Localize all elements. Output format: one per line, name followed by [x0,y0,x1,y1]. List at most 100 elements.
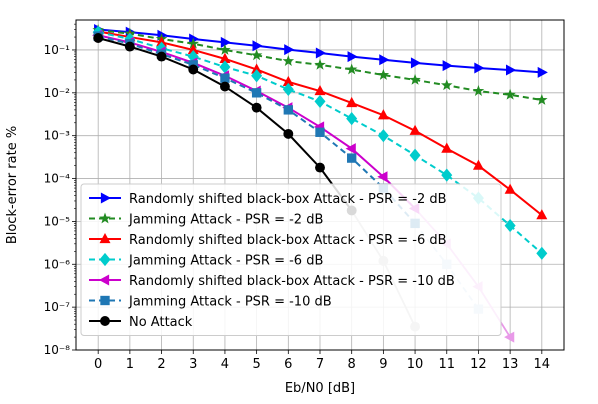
x-tick-label: 4 [221,357,229,372]
data-point [100,192,112,204]
data-point [441,142,453,153]
data-point [536,93,548,105]
data-point [474,62,485,74]
legend-label: No Attack [129,315,193,330]
data-point [283,105,293,115]
data-point [379,54,390,66]
data-point [99,252,111,267]
y-tick-label: 10⁻⁵ [44,214,71,228]
y-tick-label: 10⁻⁸ [44,343,71,357]
legend-label: Jamming Attack - PSR = -10 dB [128,295,332,310]
data-point [219,60,231,74]
x-tick-label: 7 [316,357,324,372]
x-axis-ticks: 0 1 2 3 4 5 6 7 8 9 10 11 12 13 14 [94,350,550,372]
data-point [346,96,358,108]
series-randomly-shifted-black-box-attack-psr-6-db [92,25,548,220]
data-point [314,58,326,70]
legend: Randomly shifted black-box Attack - PSR … [80,183,502,336]
data-point [282,75,294,87]
data-point [219,81,230,92]
data-point [282,55,295,66]
data-point [99,212,111,224]
legend-label: Randomly shifted black-box Attack - PSR … [129,192,447,207]
data-point [377,171,388,183]
x-tick-label: 14 [534,357,551,372]
y-tick-label: 10⁻² [44,86,71,100]
data-point [345,143,356,155]
y-tick-label: 10⁻¹ [44,43,71,57]
data-point [409,124,421,135]
data-point [99,232,111,244]
y-tick-label: 10⁻³ [44,129,71,143]
data-point [377,68,390,80]
data-point [187,49,199,64]
legend-box [80,183,502,336]
data-point [472,85,485,96]
data-point [124,32,136,46]
data-point [251,102,262,113]
data-point [347,51,358,63]
data-point [409,73,421,85]
data-point [536,246,548,260]
y-tick-label: 10⁻⁶ [44,257,71,271]
data-point [504,218,516,233]
data-point [314,84,326,96]
data-point [282,82,294,97]
x-tick-label: 3 [189,357,197,372]
x-tick-label: 8 [348,357,356,372]
data-point [442,60,453,72]
data-point [506,64,517,76]
x-tick-label: 12 [470,357,487,372]
data-point [283,128,294,139]
data-point [441,168,453,182]
data-point [315,162,325,173]
x-axis-label: Eb/N0 [dB] [285,381,355,396]
data-point [100,295,110,306]
data-point [315,47,327,59]
y-axis-ticks: 10⁻⁸ 10⁻⁷ 10⁻⁶ 10⁻⁵ 10⁻⁴ 10⁻³ 10⁻² 10⁻¹ [44,23,76,357]
data-point [284,44,295,56]
y-tick-label: 10⁻⁷ [44,300,71,314]
data-point [410,57,422,69]
data-point [98,274,110,286]
data-point [537,66,548,78]
data-point [345,63,358,75]
data-point [100,316,110,326]
legend-label: Randomly shifted black-box Attack - PSR … [129,274,455,289]
data-point [472,159,484,170]
data-point [504,88,516,100]
data-point [346,112,358,126]
data-point [187,37,199,49]
data-point [250,49,263,61]
y-tick-label: 10⁻⁴ [44,172,71,186]
data-point [251,63,263,74]
data-point [504,331,515,343]
data-point [251,69,263,83]
legend-label: Jamming Attack - PSR = -2 dB [128,213,323,228]
data-point [504,183,516,194]
legend-label: Jamming Attack - PSR = -6 dB [128,254,323,269]
data-point [441,79,453,91]
x-tick-label: 1 [126,357,134,372]
data-point [124,41,135,52]
x-tick-label: 10 [407,357,424,372]
data-point [347,153,357,163]
x-tick-label: 5 [252,357,260,372]
data-point [219,52,231,63]
x-tick-label: 2 [157,357,165,372]
x-tick-label: 11 [438,357,455,372]
y-axis-label: Block-error rate % [5,126,20,244]
series-line [97,35,416,225]
data-point [220,73,230,83]
data-point [156,51,167,62]
x-tick-label: 0 [94,357,102,372]
data-point [377,129,389,143]
data-point [314,94,326,109]
data-point [156,36,168,47]
data-point [219,43,231,55]
data-point [377,109,389,120]
data-point [409,148,421,162]
data-point [536,209,548,220]
data-point [188,64,199,75]
